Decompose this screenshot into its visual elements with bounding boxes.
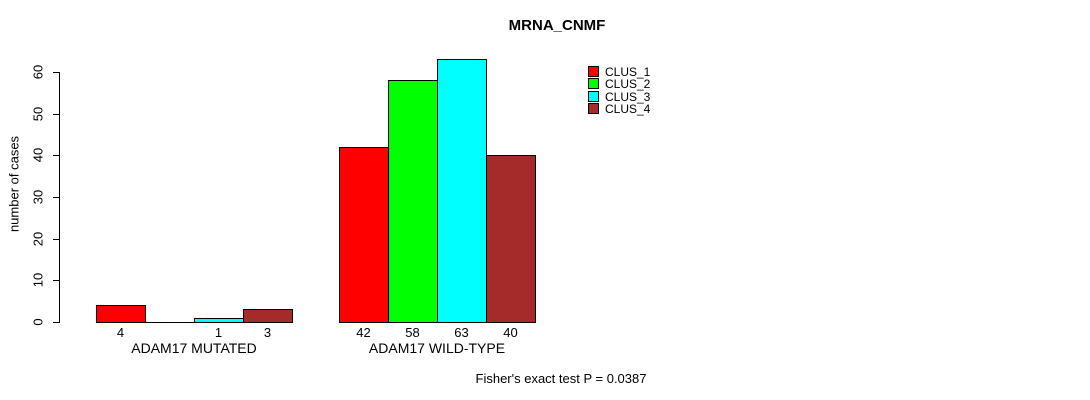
y-axis-line [59,72,60,323]
legend-label-clus_3: CLUS_3 [605,90,651,104]
bar-clus_4 [243,309,293,323]
bar-value-label: 3 [263,325,272,340]
bar-value-label: 1 [214,325,223,340]
y-tick-label: 30 [30,189,46,205]
y-axis-title: number of cases [6,135,22,233]
y-tick-label: 0 [30,318,46,326]
legend-swatch-clus_1 [588,66,599,77]
y-tick-label: 10 [30,273,46,288]
group-label: ADAM17 WILD-TYPE [368,340,506,356]
chart-title: MRNA_CNMF [508,17,606,34]
bar-value-label: 40 [503,325,518,340]
legend-swatch-clus_2 [588,78,599,89]
y-tick-label: 40 [30,148,46,163]
y-tick-label: 60 [30,64,46,80]
legend-label-clus_4: CLUS_4 [605,102,651,116]
legend-swatch-clus_4 [588,103,599,114]
bar-clus_1 [339,147,389,323]
bar-clus_2 [388,80,438,323]
y-tick-label: 50 [30,106,46,121]
bar-value-label: 4 [116,325,125,340]
legend-label-clus_2: CLUS_2 [605,77,651,91]
y-axis-tick [53,280,59,282]
y-axis-tick [53,155,59,157]
group-label: ADAM17 MUTATED [131,340,257,356]
y-axis-tick [53,72,59,73]
y-tick-label: 20 [30,231,46,246]
y-axis-tick [53,113,59,115]
bar-clus_3 [194,318,244,323]
legend-swatch-clus_3 [588,91,599,102]
bar-value-label: 58 [405,325,420,340]
legend-label-clus_1: CLUS_1 [605,65,651,79]
bar-value-label: 63 [454,325,469,340]
bar-value-label: 42 [356,325,371,340]
bar-clus_4 [486,155,536,323]
y-axis-tick [53,238,59,240]
bar-clus_1 [96,305,146,323]
y-axis-tick [53,197,59,198]
y-axis-tick [53,322,59,323]
annotation-fishers-test: Fisher's exact test P = 0.0387 [475,371,647,386]
bar-clus_3 [437,59,487,323]
